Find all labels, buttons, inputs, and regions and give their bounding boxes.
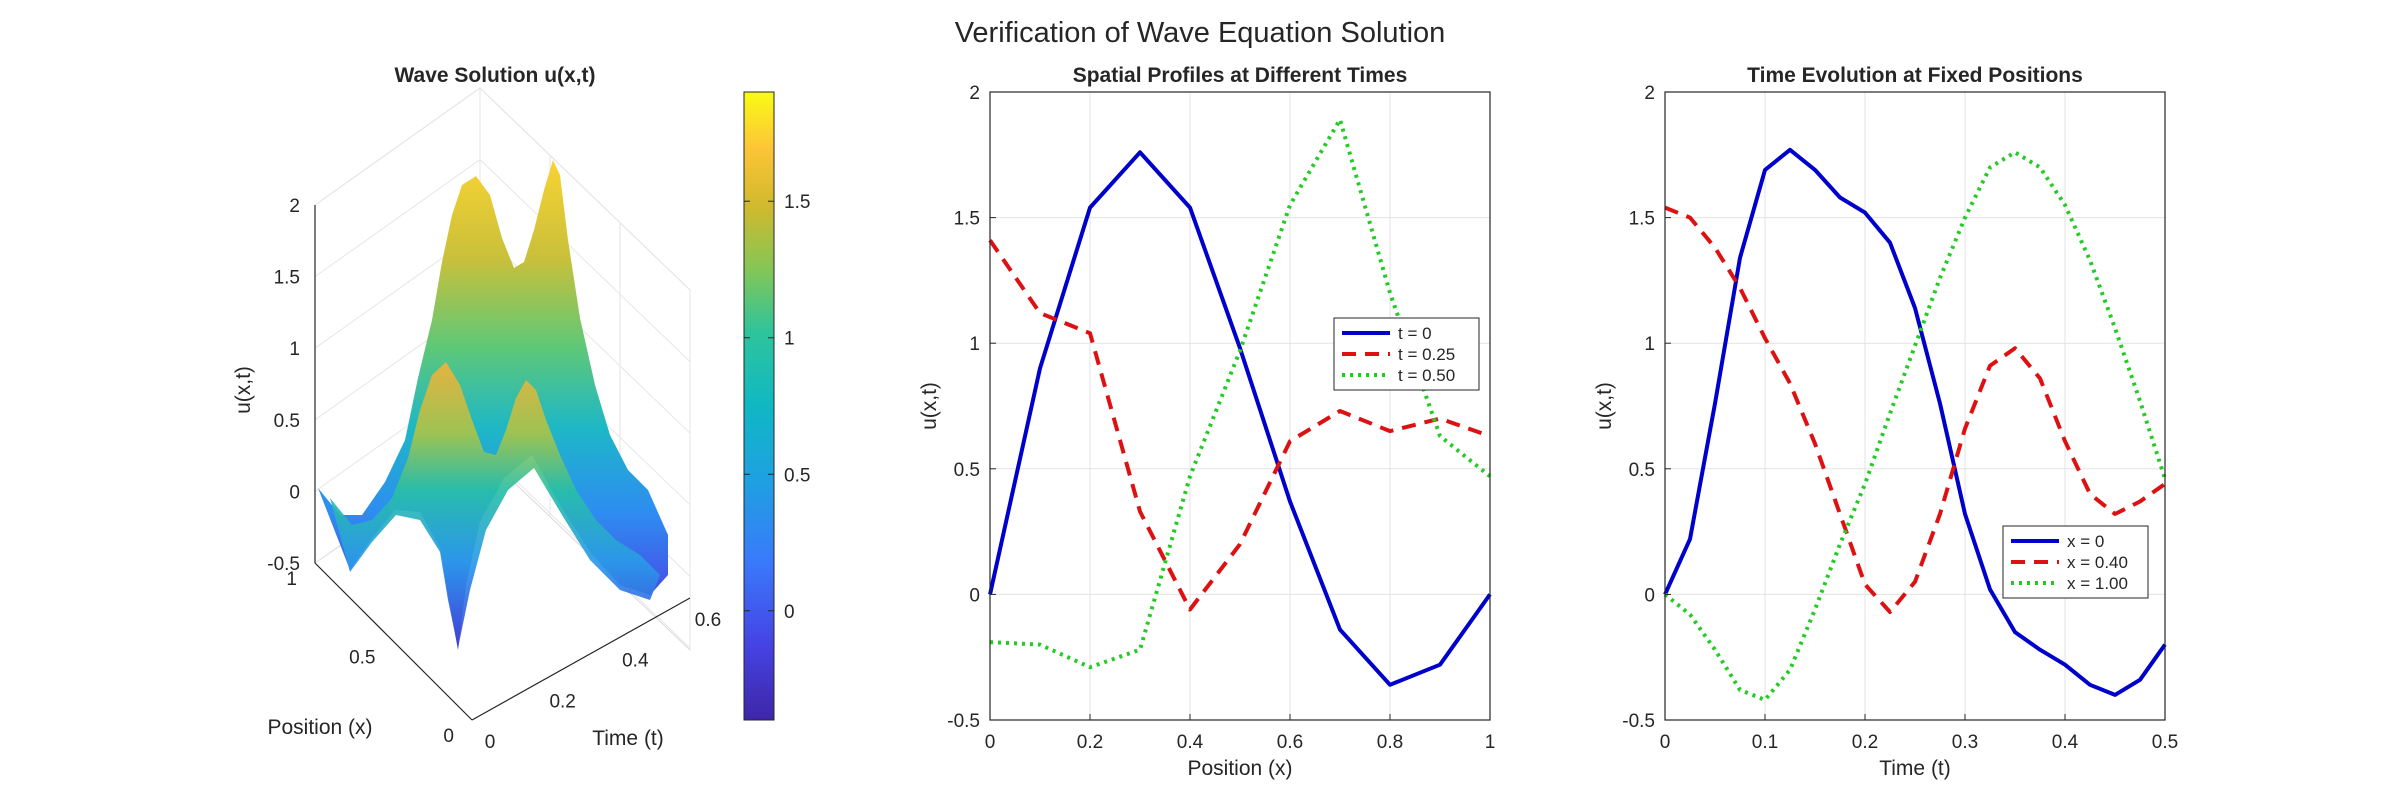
surface-plot-title: Wave Solution u(x,t) (394, 64, 595, 87)
surface-tick-labels: -0.5 0 0.5 1 1.5 2 0 0.5 1 0 0.2 0.4 0.6 (267, 196, 721, 753)
x-tick-label: 0.4 (2052, 732, 2079, 753)
time-evolution-title: Time Evolution at Fixed Positions (1747, 64, 2083, 87)
series-line-3 (989, 117, 1492, 670)
spatial-profiles-xlabel: Position (x) (1187, 757, 1292, 780)
y-tick-label: 1.5 (1629, 209, 1655, 230)
x-tick-label: 0 (1660, 732, 1671, 753)
x-tick-label: 0.1 (1752, 732, 1778, 753)
x-tick-label: 0.6 (695, 610, 721, 631)
y-tick-label: -0.5 (1622, 711, 1655, 732)
wall-grid-z (479, 87, 691, 291)
legend-label-1: t = 0 (1398, 324, 1432, 343)
spatial-profiles-grid (989, 91, 1491, 721)
x-tick-label: 0.2 (1852, 732, 1878, 753)
series-line-1 (988, 150, 1492, 687)
y-tick-label: 1 (969, 334, 980, 355)
y-tick-label: 2 (969, 83, 980, 104)
x-tick-label: 0.2 (1077, 732, 1103, 753)
spatial-profiles-plot: Spatial Profiles at Different Times 0 0.2… (918, 64, 1495, 780)
z-tick-label: -0.5 (267, 554, 300, 575)
spatial-profiles-ticks: 0 0.2 0.4 0.6 0.8 1-0.500.511.52 (947, 83, 1495, 753)
wall-grid-z (479, 159, 691, 362)
y-tick-label: 1 (1644, 334, 1655, 355)
x-tick-label: 0.8 (1377, 732, 1403, 753)
colorbar-tick-label: 1.5 (784, 192, 810, 213)
surface-front-ridge (330, 362, 660, 648)
legend-label-2: t = 0.25 (1398, 345, 1455, 364)
y-tick-label: 0 (443, 726, 454, 747)
wall-grid-z (314, 159, 481, 278)
spatial-profiles-axes-box (989, 91, 1491, 721)
time-evolution-plot: Time Evolution at Fixed Positions 0 0.1 0.… (1593, 64, 2178, 780)
y-tick-label: -0.5 (947, 711, 980, 732)
surface-ylabel: Position (x) (267, 716, 372, 739)
legend-box (2002, 525, 2149, 599)
x-tick-label: 0 (985, 732, 996, 753)
legend-label-2: x = 0.40 (2067, 553, 2128, 572)
time-evolution-ticks: 0 0.1 0.2 0.3 0.4 0.5-0.500.511.52 (1622, 83, 2178, 753)
series-line-2 (1664, 205, 2167, 614)
x-tick-label: 0.4 (1177, 732, 1204, 753)
surface-zlabel: u(x,t) (232, 366, 255, 414)
surface (318, 160, 668, 650)
z-tick-label: 2 (289, 196, 300, 217)
colorbar-tick-label: 0 (784, 602, 795, 623)
y-tick-label: 1.5 (954, 209, 980, 230)
x-tick-label: 1 (1485, 732, 1496, 753)
time-evolution-xlabel: Time (t) (1879, 757, 1951, 780)
colorbar (743, 91, 775, 721)
spatial-profiles-series (988, 117, 1492, 687)
spatial-profiles-legend: t = 0 t = 0.25 t = 0.50 (1333, 317, 1480, 391)
y-tick-label: 0.5 (349, 648, 375, 669)
legend-label-3: x = 1.00 (2067, 574, 2128, 593)
series-line-3 (1663, 150, 2167, 702)
series-line-1 (1663, 147, 2167, 697)
spatial-profiles-ylabel: u(x,t) (918, 382, 941, 430)
colorbar-ticks: 0 0.5 1 1.5 (744, 192, 810, 623)
surface-y-axis (314, 562, 473, 721)
z-tick-label: 1.5 (274, 268, 300, 289)
legend-label-3: t = 0.50 (1398, 366, 1455, 385)
figure-suptitle: Verification of Wave Equation Solution (955, 17, 1446, 49)
y-tick-label: 0.5 (1629, 460, 1655, 481)
time-evolution-series (1663, 147, 2167, 702)
x-tick-label: 0.2 (549, 691, 575, 712)
z-tick-label: 1 (289, 339, 300, 360)
y-tick-label: 0.5 (954, 460, 980, 481)
x-tick-label: 0 (485, 732, 496, 753)
y-tick-label: 1 (286, 569, 297, 590)
time-evolution-ylabel: u(x,t) (1593, 382, 1616, 430)
x-tick-label: 0.6 (1277, 732, 1303, 753)
colorbar-tick-label: 1 (784, 329, 795, 350)
z-tick-label: 0.5 (274, 411, 300, 432)
wall-grid-z (314, 87, 481, 206)
legend-label-1: x = 0 (2067, 532, 2104, 551)
x-tick-label: 0.4 (622, 651, 649, 672)
x-tick-label: 0.3 (1952, 732, 1978, 753)
spatial-profiles-title: Spatial Profiles at Different Times (1073, 64, 1408, 87)
y-tick-label: 0 (1644, 585, 1655, 606)
time-evolution-legend: x = 0 x = 0.40 x = 1.00 (2002, 525, 2149, 599)
legend-box (1333, 317, 1480, 391)
wall-grid-z (479, 230, 691, 434)
x-tick-label: 0.5 (2152, 732, 2178, 753)
series-line-2 (988, 239, 1491, 612)
surface-x-axis (471, 597, 691, 721)
time-evolution-axes-box (1664, 91, 2166, 721)
z-tick-label: 0 (289, 482, 300, 503)
surface-xlabel: Time (t) (592, 727, 664, 750)
colorbar-tick-label: 0.5 (784, 465, 810, 486)
y-tick-label: 0 (969, 585, 980, 606)
surface-plot: Wave Solution u(x,t) -0.500.511.5200.510… (232, 64, 810, 753)
y-tick-label: 2 (1644, 83, 1655, 104)
time-evolution-grid (1664, 91, 2166, 721)
